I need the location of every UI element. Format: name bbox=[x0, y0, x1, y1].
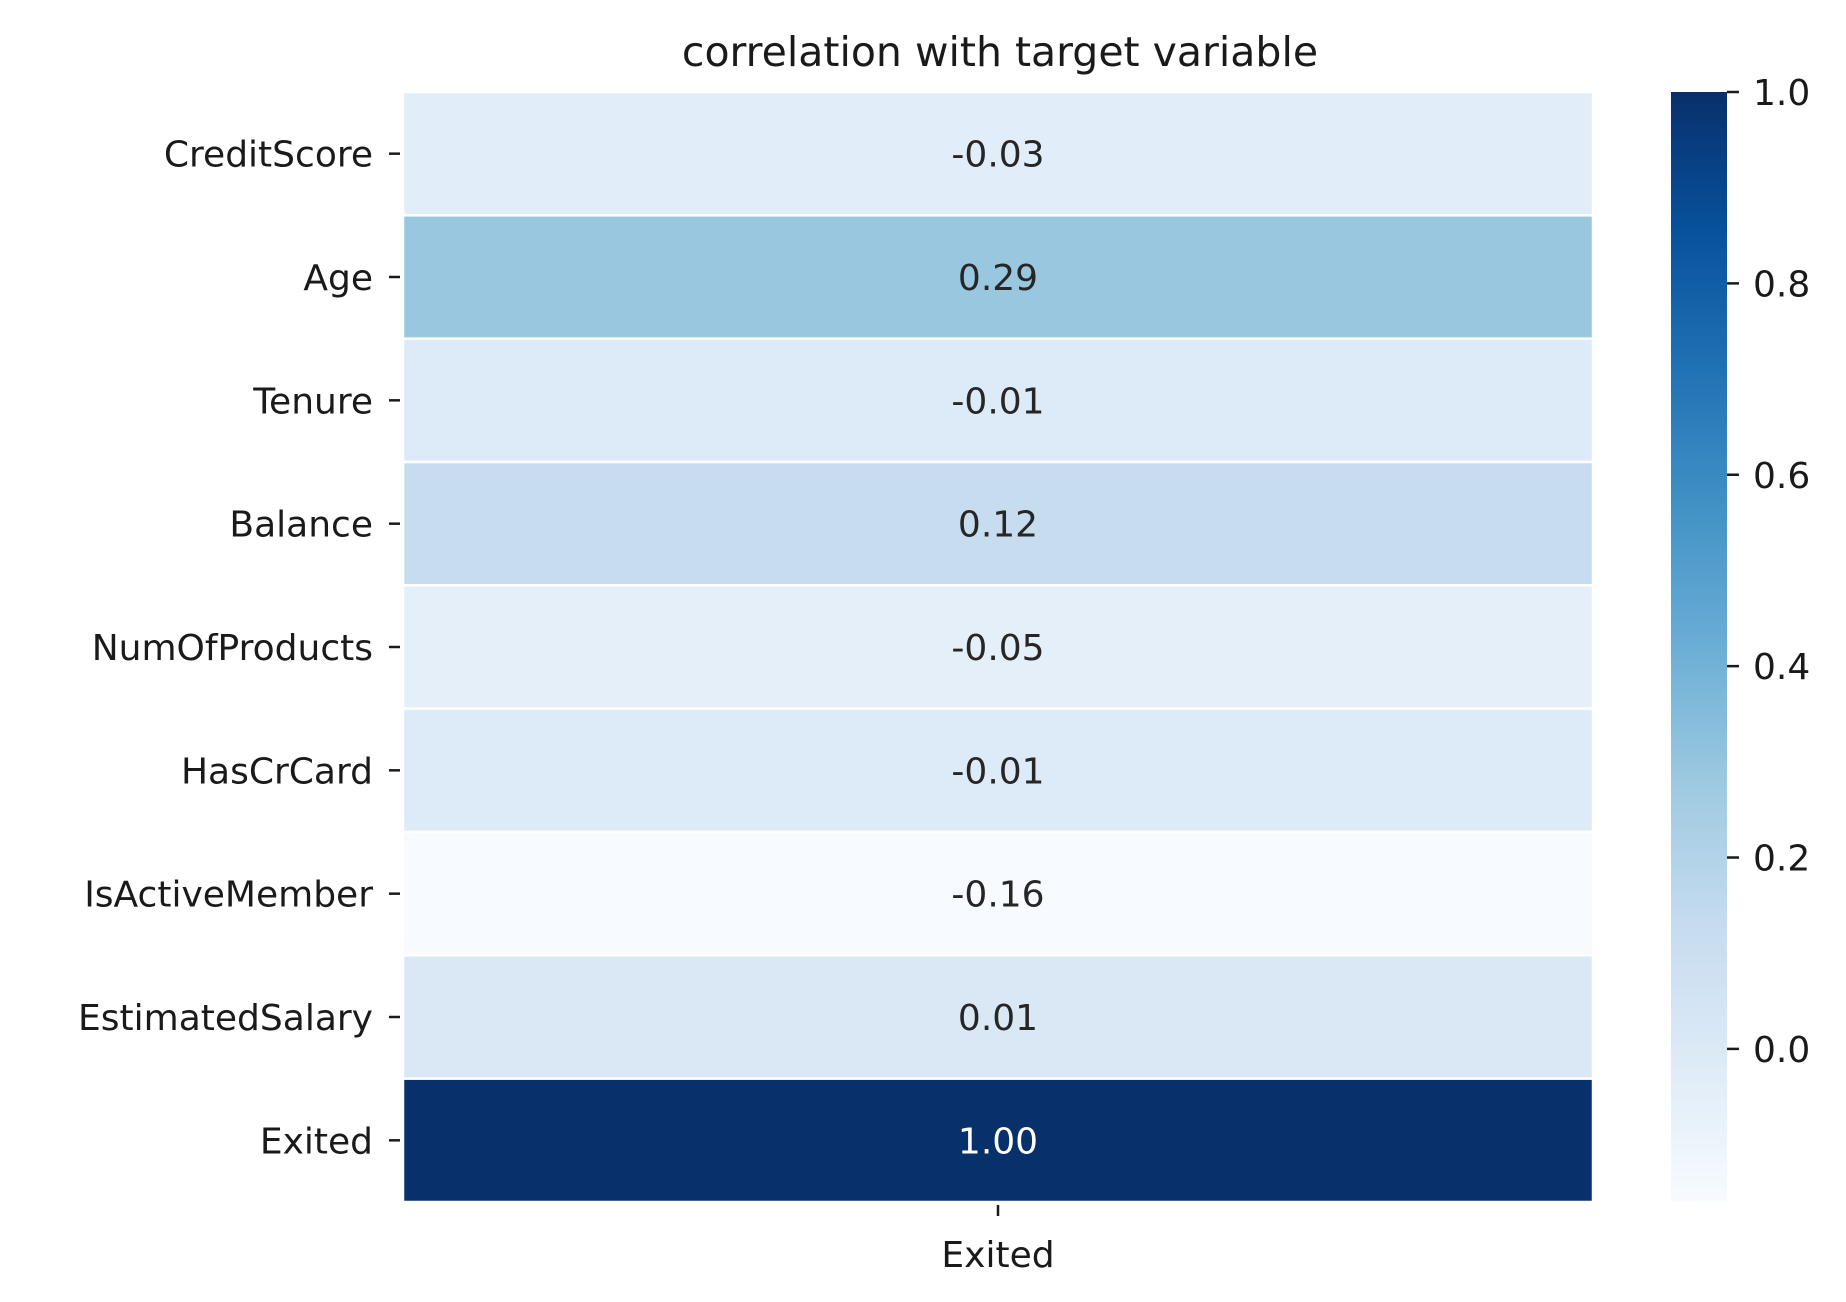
row-label-Balance: Balance bbox=[229, 505, 373, 546]
cell-value-label: -0.16 bbox=[951, 875, 1044, 916]
column-labels: Exited bbox=[941, 1205, 1055, 1276]
chart-title: correlation with target variable bbox=[682, 28, 1318, 76]
row-labels: CreditScore Age Tenure Balance NumOfProducts… bbox=[78, 135, 400, 1162]
cell-value-label: -0.01 bbox=[951, 751, 1044, 792]
colorbar-tick-label: 0.0 bbox=[1753, 1030, 1810, 1071]
colorbar-tick-label: 1.0 bbox=[1753, 73, 1810, 114]
colorbar: 0.0 0.2 0.4 0.6 0.8 1.0 bbox=[1671, 73, 1810, 1202]
cell-value-label: 0.01 bbox=[958, 998, 1038, 1039]
column-label-Exited: Exited bbox=[941, 1235, 1054, 1276]
row-label-CreditScore: CreditScore bbox=[164, 135, 373, 176]
colorbar-tick-label: 0.4 bbox=[1753, 647, 1810, 688]
heatmap-cells: -0.03 0.29 -0.01 0.12 -0.05 -0.01 -0.16 0.01 1.0… bbox=[401, 90, 1595, 1204]
heatmap-cell-EstimatedSalary bbox=[401, 954, 1595, 1080]
heatmap-cell-Exited bbox=[401, 1077, 1595, 1204]
colorbar-tick-label: 0.2 bbox=[1753, 839, 1810, 880]
cell-value-label: 1.00 bbox=[958, 1121, 1038, 1162]
row-label-HasCrCard: HasCrCard bbox=[181, 751, 373, 792]
row-label-Exited: Exited bbox=[260, 1121, 373, 1162]
colorbar-gradient bbox=[1671, 92, 1727, 1202]
cell-value-label: 0.12 bbox=[958, 505, 1038, 546]
row-label-Age: Age bbox=[303, 258, 373, 299]
row-label-NumOfProducts: NumOfProducts bbox=[92, 628, 373, 669]
row-label-IsActiveMember: IsActiveMember bbox=[84, 875, 373, 916]
heatmap-cell-CreditScore bbox=[401, 90, 1595, 217]
row-label-Tenure: Tenure bbox=[252, 381, 373, 422]
colorbar-tick-label: 0.8 bbox=[1753, 264, 1810, 305]
cell-value-label: 0.29 bbox=[958, 258, 1038, 299]
colorbar-tick-label: 0.6 bbox=[1753, 456, 1810, 497]
heatmap-cell-Tenure bbox=[401, 337, 1595, 464]
cell-value-label: -0.03 bbox=[951, 135, 1044, 176]
heatmap-cell-HasCrCard bbox=[401, 707, 1595, 834]
row-label-EstimatedSalary: EstimatedSalary bbox=[78, 998, 373, 1039]
cell-value-label: -0.01 bbox=[951, 381, 1044, 422]
heatmap-cell-Balance bbox=[401, 460, 1595, 587]
heatmap-cell-NumOfProducts bbox=[401, 584, 1595, 710]
heatmap-cell-Age bbox=[401, 214, 1595, 340]
cell-value-label: -0.05 bbox=[951, 628, 1044, 669]
